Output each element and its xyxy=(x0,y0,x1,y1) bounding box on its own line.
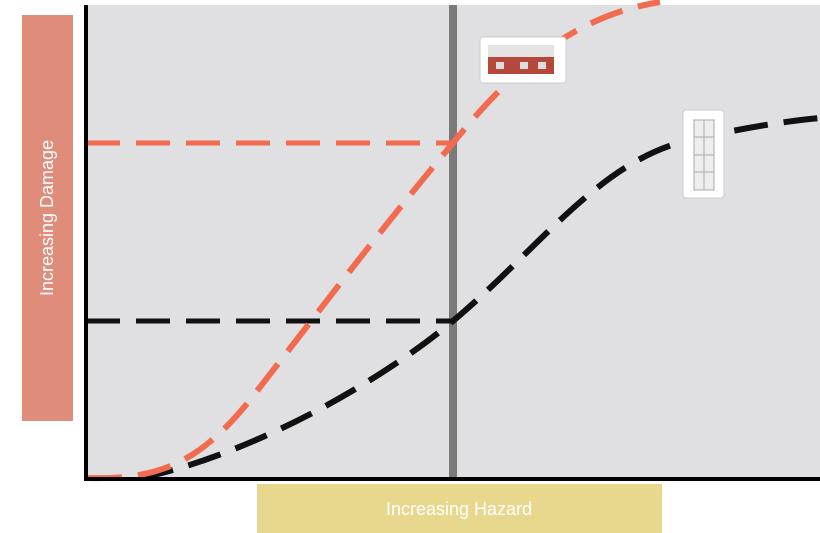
icon-window xyxy=(496,62,504,69)
icon-window xyxy=(520,62,528,69)
tall-building-icon xyxy=(682,109,725,199)
x-axis-label: Increasing Hazard xyxy=(386,499,532,519)
black-fragility-curve xyxy=(139,115,820,481)
icon-window xyxy=(538,62,546,69)
y-label-box xyxy=(22,15,73,421)
hazard-marker-line xyxy=(449,5,457,479)
x-label-box xyxy=(257,484,662,533)
icon-roof xyxy=(488,45,554,57)
y-axis-label: Increasing Damage xyxy=(37,140,57,296)
low-building-icon xyxy=(479,36,567,84)
